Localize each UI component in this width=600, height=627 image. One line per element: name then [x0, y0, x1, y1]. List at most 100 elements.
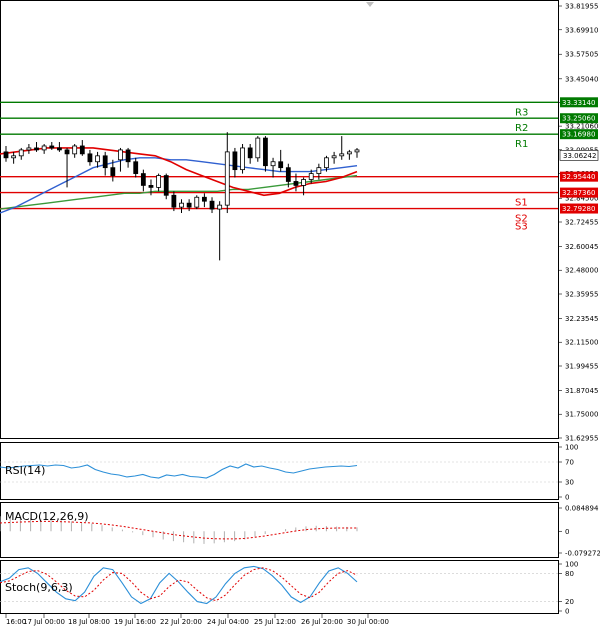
candle-body — [308, 173, 314, 180]
level-price-label: 32.79280 — [562, 205, 595, 213]
candle-body — [79, 145, 85, 155]
price-tick-label: 32.23545 — [565, 315, 598, 323]
candle-body — [224, 151, 230, 206]
candle-body — [18, 149, 24, 157]
candle-body — [171, 194, 177, 208]
price-tick-label: 33.69910 — [565, 26, 598, 34]
level-name-label: R2 — [515, 123, 528, 134]
candle-body — [95, 155, 100, 163]
time-tick-label: 17 Jul 00:00 — [23, 618, 65, 626]
candle-body — [232, 151, 238, 171]
time-tick-label: 18 Jul 08:00 — [68, 618, 110, 626]
level-price-box — [560, 113, 598, 124]
candle-body — [125, 149, 131, 163]
candle-body — [118, 149, 123, 161]
rsi-tick-label: 100 — [565, 444, 578, 452]
main-price-panel — [0, 0, 559, 439]
level-name-label: R1 — [515, 139, 528, 150]
level-name-label: R3 — [515, 107, 528, 118]
candle-body — [324, 157, 329, 169]
time-tick-label: 30 Jul 00:00 — [347, 618, 389, 626]
candle-body — [301, 179, 306, 186]
candle-body — [285, 167, 291, 182]
level-price-label: 33.25060 — [562, 115, 595, 123]
candle-body — [133, 161, 139, 174]
price-tick-label: 31.75000 — [565, 411, 598, 419]
price-tick-label: 32.48000 — [565, 267, 598, 275]
level-price-box — [560, 129, 598, 140]
macd-panel — [0, 502, 559, 558]
level-price-box — [560, 187, 598, 198]
price-tick-label: 33.45040 — [565, 75, 598, 83]
time-tick-label: 22 Jul 20:00 — [160, 618, 202, 626]
candle-body — [354, 149, 360, 153]
rsi-tick-label: 70 — [565, 459, 574, 467]
candle-body — [278, 161, 284, 169]
time-tick-label: 24 Jul 04:00 — [207, 618, 249, 626]
candle-body — [209, 200, 215, 210]
candlestick-series — [3, 132, 360, 261]
price-axis: 33.8195533.6991033.5750533.4504033.33075… — [558, 3, 598, 443]
candle-body — [3, 151, 9, 159]
candle-body — [87, 153, 93, 163]
stoch-title: Stoch(9,6,3) — [5, 581, 73, 594]
level-name-label: S3 — [515, 222, 528, 233]
macd-indicator: 0.084894 0 -0.079272 — [0, 505, 600, 558]
price-tick-label: 32.60045 — [565, 243, 598, 251]
support-resistance-levels: 33.33140 R3 33.25060 R2 33.16980 R1 32.95440 32… — [0, 97, 598, 233]
level-price-label: 32.87360 — [562, 189, 595, 197]
stoch-tick-label: 0 — [565, 608, 569, 616]
time-tick-label: 25 Jul 12:00 — [254, 618, 296, 626]
rsi-title: RSI(14) — [5, 464, 45, 477]
candle-body — [57, 147, 62, 151]
rsi-indicator: 100 70 30 0 — [0, 444, 578, 502]
time-tick-label: 26 Jul 20:00 — [301, 618, 343, 626]
stoch-k-line — [0, 565, 358, 605]
price-tick-label: 33.21060 — [565, 123, 598, 131]
candle-body — [331, 155, 337, 159]
price-tick-label: 32.35955 — [565, 291, 598, 299]
price-tick-label: 32.72455 — [565, 219, 598, 227]
candle-body — [34, 147, 39, 151]
stoch-tick-label: 80 — [565, 570, 574, 578]
candle-body — [102, 155, 108, 169]
candle-body — [255, 137, 261, 159]
chart-shift-marker[interactable] — [366, 2, 374, 7]
candle-body — [194, 196, 200, 208]
candle-body — [110, 167, 116, 176]
candle-body — [339, 153, 345, 157]
candle-body — [346, 151, 352, 155]
candle-body — [41, 145, 47, 151]
price-tick-label: 32.84500 — [565, 195, 598, 203]
candle-body — [293, 181, 299, 186]
level-price-box — [560, 171, 598, 182]
candle-body — [217, 204, 223, 210]
price-tick-label: 31.99455 — [565, 363, 598, 371]
stoch-tick-label: 100 — [565, 561, 578, 569]
rsi-line — [0, 463, 358, 479]
ma-blue-line — [0, 157, 358, 214]
macd-tick-label: 0.084894 — [565, 505, 599, 513]
level-price-box — [560, 97, 598, 108]
macd-tick-label: -0.079272 — [565, 550, 600, 558]
candle-body — [156, 175, 162, 188]
rsi-panel — [0, 442, 559, 500]
level-name-label: S1 — [515, 198, 528, 209]
stoch-panel — [0, 560, 559, 614]
level-price-label: 33.33140 — [562, 99, 595, 107]
rsi-tick-label: 0 — [565, 494, 569, 502]
current-price-label: 33.06242 — [563, 152, 596, 160]
candle-body — [201, 196, 207, 202]
candle-body — [186, 202, 192, 208]
time-tick-label: 16:00 — [6, 618, 26, 626]
candle-body — [11, 155, 17, 159]
price-tick-label: 33.81955 — [565, 3, 598, 11]
price-tick-label: 31.87045 — [565, 387, 598, 395]
price-tick-label: 32.11500 — [565, 339, 598, 347]
level-price-label: 32.95440 — [562, 173, 595, 181]
candle-body — [270, 161, 276, 167]
macd-title: MACD(12,26,9) — [5, 510, 89, 523]
stoch-tick-label: 20 — [565, 598, 574, 606]
